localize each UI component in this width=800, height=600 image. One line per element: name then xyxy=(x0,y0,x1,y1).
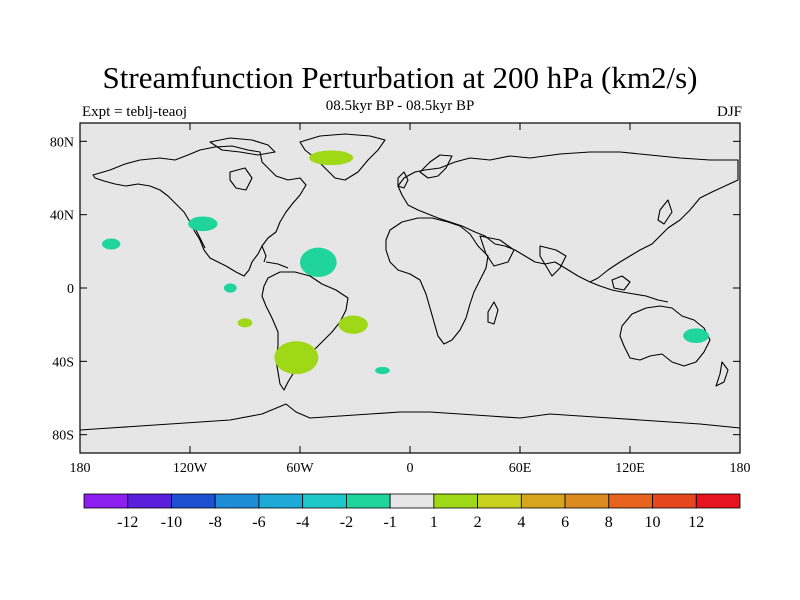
colorbar-label: 6 xyxy=(561,514,569,531)
colorbar-label: 4 xyxy=(517,514,525,531)
argentina-patch xyxy=(274,341,319,375)
coast-eurasia xyxy=(397,151,739,283)
south-atlantic-small-patch xyxy=(375,366,390,375)
map-background xyxy=(80,123,740,453)
coast-british-isles xyxy=(397,171,409,189)
lon-tick-label: 0 xyxy=(407,461,414,476)
colorbar-label: -2 xyxy=(340,514,353,531)
lat-tick-label: 80N xyxy=(50,135,74,150)
greenland-patch xyxy=(309,150,354,166)
colorbar-label: -1 xyxy=(383,514,396,531)
coast-scandinavia xyxy=(419,154,453,179)
colorbar-label: 1 xyxy=(430,514,438,531)
colorbar-box xyxy=(477,493,522,509)
colorbar-box xyxy=(608,493,653,509)
colorbar-label: -12 xyxy=(117,514,138,531)
colorbar-label: 12 xyxy=(688,514,704,531)
colorbar-label: 2 xyxy=(474,514,482,531)
colorbar-box xyxy=(389,493,435,509)
south-atlantic-patch xyxy=(338,315,368,334)
colorbar-box xyxy=(345,493,391,509)
coast-arctic-islands xyxy=(209,137,276,156)
coast-australia xyxy=(619,305,711,367)
colorbar-box xyxy=(695,493,741,509)
south-pacific-patch xyxy=(237,318,253,328)
colorbar-box xyxy=(652,493,697,509)
coast-indonesia xyxy=(589,281,669,303)
coast-antarctica xyxy=(79,403,741,431)
coast-cuba xyxy=(265,261,289,269)
plot-subtitle: 08.5kyr BP - 08.5kyr BP xyxy=(325,98,475,114)
coast-japan xyxy=(657,199,673,225)
coast-borneo xyxy=(611,275,631,291)
coast-florida xyxy=(261,245,267,263)
lat-tick-label: 80S xyxy=(52,429,74,444)
map-border xyxy=(79,122,741,454)
coast-north-america xyxy=(92,145,307,277)
colorbar-label: -10 xyxy=(161,514,182,531)
coast-hudson-bay xyxy=(229,167,253,191)
plot-title: Streamfunction Perturbation at 200 hPa (… xyxy=(102,60,698,95)
colorbar-label: 10 xyxy=(645,514,661,531)
lon-tick-label: 60E xyxy=(509,461,532,476)
colorbar-label: -4 xyxy=(296,514,309,531)
coast-madagascar xyxy=(487,301,499,325)
colorbar-box xyxy=(171,493,216,509)
lon-tick-label: 120W xyxy=(173,461,208,476)
coast-africa xyxy=(385,217,489,345)
california-patch xyxy=(188,216,218,232)
colorbar-label: -8 xyxy=(209,514,222,531)
lat-tick-label: 40S xyxy=(52,355,74,370)
coast-new-zealand xyxy=(715,361,729,387)
map-axes: 80N 40N 0 40S 80S 180 120W 60W 0 60E 120E 180 xyxy=(50,123,751,476)
colorbar-box xyxy=(564,493,610,509)
lat-tick-label: 0 xyxy=(67,282,74,297)
colorbar-box xyxy=(520,493,566,509)
colorbar-box xyxy=(433,493,479,509)
lon-tick-label: 60W xyxy=(286,461,314,476)
anomaly-patches xyxy=(102,150,709,375)
colorbar: -12 -10 -8 -6 -4 -2 -1 1 2 4 6 8 10 12 xyxy=(83,493,741,531)
lon-tick-label: 180 xyxy=(70,461,91,476)
colorbar-label: -6 xyxy=(252,514,265,531)
east-pacific-eq-patch xyxy=(223,283,237,293)
coast-arabia xyxy=(479,235,515,267)
lon-tick-label: 120E xyxy=(615,461,645,476)
australia-patch xyxy=(683,328,709,343)
hawaii-patch xyxy=(102,238,121,250)
colorbar-box xyxy=(258,493,304,509)
colorbar-label: 8 xyxy=(605,514,613,531)
colorbar-box xyxy=(302,493,347,509)
coast-india xyxy=(539,245,567,277)
lon-tick-label: 180 xyxy=(730,461,751,476)
colorbar-box xyxy=(127,493,172,509)
colorbar-box xyxy=(83,493,129,509)
caribbean-patch xyxy=(300,247,337,277)
season-label: DJF xyxy=(716,104,742,120)
lat-tick-label: 40N xyxy=(50,209,74,224)
experiment-label: Expt = teblj-teaoj xyxy=(82,104,188,120)
colorbar-box xyxy=(214,493,260,509)
